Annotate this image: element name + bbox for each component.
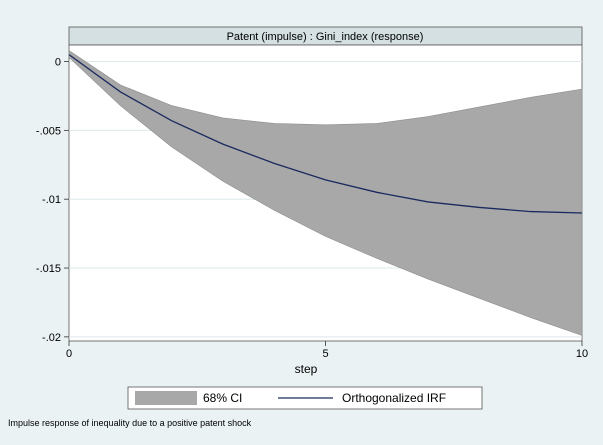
ci-band: [68, 49, 583, 336]
y-tick-label-4: -.02: [42, 332, 61, 344]
x-axis-title: step: [295, 362, 318, 376]
ci-band-layer: [68, 49, 583, 336]
x-tick-label-1: 5: [322, 348, 328, 360]
x-axis: 0 5 10: [66, 341, 588, 360]
y-tick-label-1: -.005: [36, 125, 61, 137]
panel-title: Patent (impulse) : Gini_index (response): [227, 31, 424, 43]
x-tick-label-2: 10: [576, 348, 588, 360]
figure-caption: Impulse response of inequality due to a …: [8, 418, 252, 428]
y-tick-label-3: -.015: [36, 263, 61, 275]
y-tick-label-0: 0: [55, 57, 61, 69]
y-tick-label-2: -.01: [42, 194, 61, 206]
legend-ci-label: 68% CI: [203, 391, 242, 405]
x-tick-label-0: 0: [66, 348, 72, 360]
y-axis: 0 -.005 -.01 -.015 -.02: [36, 57, 69, 344]
legend-ci-swatch: [135, 391, 197, 405]
irf-line-layer: [68, 54, 583, 214]
legend-irf-label: Orthogonalized IRF: [342, 391, 446, 405]
